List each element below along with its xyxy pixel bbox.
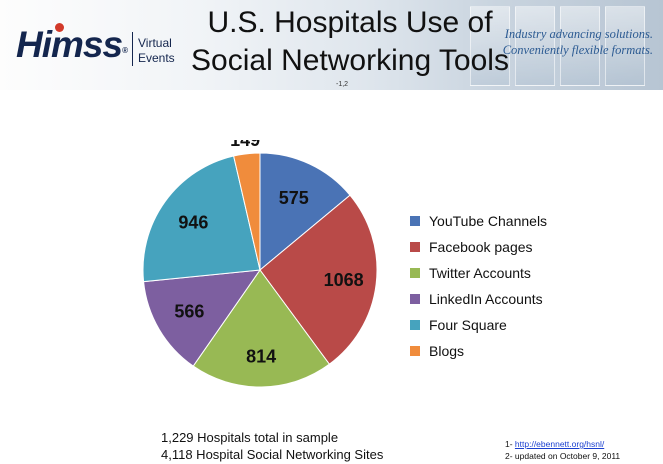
footnote-1-prefix: 1-	[505, 439, 515, 449]
legend-label: LinkedIn Accounts	[429, 291, 543, 307]
pie-label-blogs: 149	[230, 140, 260, 150]
footnote-1-link[interactable]: http://ebennett.org/hsnl/	[514, 439, 605, 449]
legend-item-facebook-pages: Facebook pages	[410, 234, 547, 260]
legend-label: Twitter Accounts	[429, 265, 531, 281]
pie-label-youtube-channels: 575	[279, 188, 309, 208]
legend-label: Blogs	[429, 343, 465, 359]
summary-sites-total: 4,118 Hospital Social Networking Sites	[161, 447, 384, 462]
legend-swatch	[410, 346, 420, 356]
legend-label: YouTube Channels	[429, 213, 548, 229]
pie-chart: 575 1068 814 566 946 149	[142, 140, 378, 388]
pie-slice-twitter-accounts	[192, 269, 331, 388]
page-title-line2: Social Networking Tools	[191, 44, 509, 77]
legend-swatch	[410, 242, 420, 252]
footnote-2: 2- updated on October 9, 2011	[505, 451, 621, 461]
pie-label-four-square: 946	[178, 212, 208, 232]
pie-slice-blogs	[233, 152, 261, 271]
footnotes: 1- http://ebennett.org/hsnl/ 2- updated …	[505, 438, 620, 462]
legend-label: Facebook pages	[429, 239, 533, 255]
pie-slice-linkedin-accounts	[143, 269, 262, 367]
pie-label-linkedin-accounts: 566	[174, 302, 204, 322]
logo-dot	[55, 23, 64, 32]
logo-subtitle-line1: Virtual	[138, 36, 172, 50]
summary-notes: 1,229 Hospitals total in sample 4,118 Ho…	[161, 429, 383, 463]
pie-label-twitter-accounts: 814	[246, 347, 276, 367]
logo-subtitle-line2: Events	[138, 51, 175, 65]
tagline: Industry advancing solutions. Convenient…	[503, 26, 653, 58]
summary-hospitals-total: 1,229 Hospitals total in sample	[161, 430, 339, 445]
tagline-line1: Industry advancing solutions.	[504, 27, 653, 41]
pie-slice-youtube-channels	[259, 152, 351, 272]
legend-label: Four Square	[429, 317, 507, 333]
header-banner: Himss® Virtual Events U.S. Hospitals Use…	[0, 0, 663, 90]
logo-wordmark: Himss®	[16, 24, 128, 65]
banner-window-decoration	[560, 6, 600, 86]
legend-item-four-square: Four Square	[410, 312, 547, 338]
chart-legend: YouTube Channels Facebook pages Twitter Ac…	[410, 208, 547, 364]
pie-slice-four-square	[142, 155, 261, 283]
footnote-1: 1- http://ebennett.org/hsnl/	[505, 438, 620, 450]
legend-swatch	[410, 294, 420, 304]
pie-label-facebook-pages: 1068	[324, 270, 364, 290]
legend-swatch	[410, 320, 420, 330]
title-superscript: -1,2	[336, 81, 349, 88]
legend-item-youtube-channels: YouTube Channels	[410, 208, 547, 234]
banner-window-decoration	[470, 6, 510, 86]
legend-item-blogs: Blogs	[410, 338, 547, 364]
page-title-line1: U.S. Hospitals Use of	[207, 6, 493, 39]
legend-swatch	[410, 268, 420, 278]
pie-slice-facebook-pages	[259, 194, 378, 365]
logo-subtitle: Virtual Events	[138, 36, 175, 66]
tagline-line2: Conveniently flexible formats.	[502, 43, 653, 57]
logo-divider	[132, 32, 133, 66]
legend-item-linkedin-accounts: LinkedIn Accounts	[410, 286, 547, 312]
banner-window-decoration	[515, 6, 555, 86]
page-title: U.S. Hospitals Use of Social Networking …	[160, 4, 540, 80]
banner-window-decoration	[605, 6, 645, 86]
himss-logo: Himss® Virtual Events	[16, 20, 176, 74]
legend-item-twitter-accounts: Twitter Accounts	[410, 260, 547, 286]
legend-swatch	[410, 216, 420, 226]
